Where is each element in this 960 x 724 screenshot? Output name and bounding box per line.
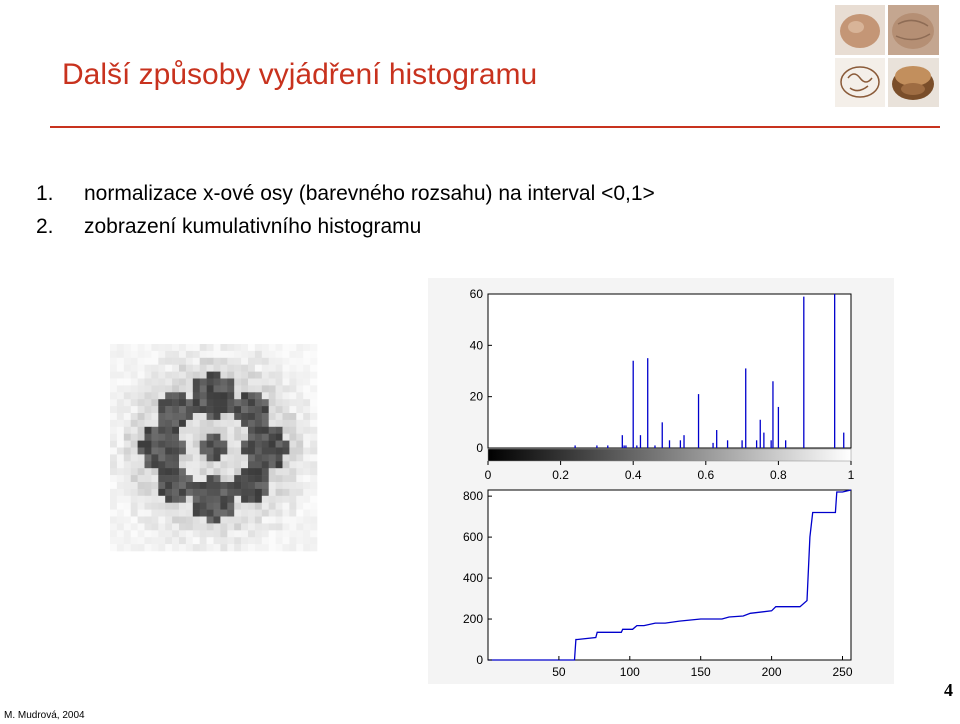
histogram-plot-area (487, 293, 852, 449)
list-item-number: 2. (36, 215, 54, 238)
cumulative-x-tick-label: 100 (620, 665, 640, 679)
histogram-x-tick-label: 0 (485, 468, 492, 482)
histogram-x-tick-label: 0.2 (552, 468, 569, 482)
cumulative-x-tick-label: 150 (691, 665, 711, 679)
histogram-y-tick-label: 60 (470, 287, 484, 301)
list-item-text: zobrazení kumulativního histogramu (84, 215, 422, 238)
cumulative-plot-area (487, 489, 852, 661)
cumulative-y-tick-label: 200 (463, 612, 483, 626)
cumulative-x-tick-label: 50 (552, 665, 566, 679)
list-item-number: 1. (36, 182, 54, 205)
pixelated-walnut-image (110, 344, 318, 552)
list-item: 2. zobrazení kumulativního histogramu (36, 215, 421, 239)
histogram-x-tick-label: 0.8 (770, 468, 787, 482)
histogram-x-tick-label: 0.4 (625, 468, 642, 482)
cumulative-series-line (488, 489, 852, 661)
slide-number: 4 (944, 680, 953, 700)
slide-title: Další způsoby vyjádření histogramu (62, 58, 538, 91)
cumulative-y-tick-label: 0 (476, 653, 483, 667)
title-underline (50, 126, 940, 128)
cumulative-x-tick-label: 250 (832, 665, 852, 679)
histogram-x-tick-label: 1 (848, 468, 855, 482)
cumulative-y-tick-label: 800 (463, 489, 483, 503)
histogram-y-tick-label: 20 (470, 390, 484, 404)
list-item: 1. normalizace x-ové osy (barevného rozsa… (36, 182, 655, 206)
grayscale-colorbar (487, 448, 852, 462)
list-item-text: normalizace x-ové osy (barevného rozsahu… (84, 182, 655, 205)
histogram-x-tick-label: 0.6 (697, 468, 714, 482)
cumulative-y-tick-label: 600 (463, 530, 483, 544)
walnut-logo-icon (834, 4, 940, 108)
histogram-y-tick-label: 40 (470, 338, 484, 352)
footer-author: M. Mudrová, 2004 (4, 710, 85, 721)
histogram-y-tick-label: 0 (476, 441, 483, 455)
cumulative-x-tick-label: 200 (762, 665, 782, 679)
cumulative-y-tick-label: 400 (463, 571, 483, 585)
